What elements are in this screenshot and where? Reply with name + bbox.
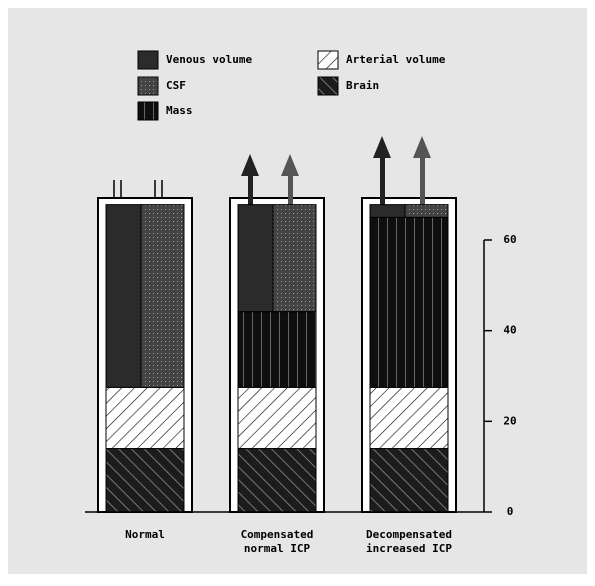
legend-swatch — [318, 77, 338, 95]
bar-segment — [238, 312, 316, 388]
bar-segment — [370, 205, 405, 218]
bar-segment — [370, 387, 448, 448]
bar-segment — [106, 449, 184, 512]
bar-segment — [370, 217, 448, 387]
bar-segment — [238, 205, 273, 312]
legend-swatch — [138, 51, 158, 69]
bar-segment — [238, 387, 316, 448]
bar-segment — [141, 205, 184, 388]
bar-segment — [405, 205, 448, 218]
legend-swatch — [318, 51, 338, 69]
y-tick-label: 0 — [507, 505, 514, 518]
x-tick-label: normal ICP — [244, 542, 311, 555]
y-tick-label: 40 — [503, 324, 516, 337]
bar-segment — [273, 205, 316, 312]
bar-segment — [106, 205, 141, 388]
legend-label: Arterial volume — [346, 53, 446, 66]
x-tick-label: Compensated — [241, 528, 314, 541]
x-tick-label: Normal — [125, 528, 165, 541]
legend-label: Brain — [346, 79, 379, 92]
legend-label: Mass — [166, 104, 193, 117]
bar-segment — [370, 449, 448, 512]
legend-swatch — [138, 77, 158, 95]
y-tick-label: 20 — [503, 414, 516, 427]
legend-swatch — [138, 102, 158, 120]
bar-segment — [238, 449, 316, 512]
x-tick-label: Decompensated — [366, 528, 452, 541]
chart: Normal Compensatednormal ICP Decompensated… — [0, 0, 595, 582]
x-tick-label: increased ICP — [366, 542, 452, 555]
bar-segment — [106, 387, 184, 448]
legend-label: CSF — [166, 79, 186, 92]
y-tick-label: 60 — [503, 233, 516, 246]
legend-label: Venous volume — [166, 53, 252, 66]
